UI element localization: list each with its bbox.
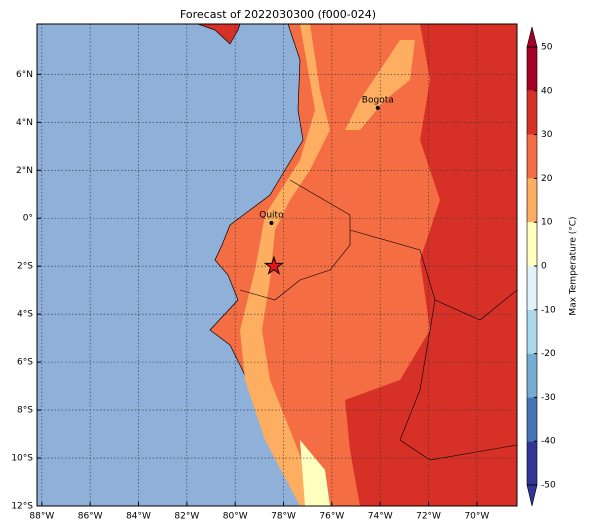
x-tick-label: 88°W (29, 512, 54, 522)
colorbar-bin (527, 134, 537, 179)
y-tick-label: 2°S (17, 262, 33, 272)
x-tick-label: 72°W (416, 512, 441, 522)
y-tick-label: 2°N (16, 166, 33, 176)
colorbar-tick-label: 0 (541, 262, 547, 272)
colorbar-bin (527, 90, 537, 135)
colorbar-bin (527, 353, 537, 398)
colorbar-extend (526, 484, 538, 507)
colorbar-extend (526, 26, 538, 48)
colorbar-bin (527, 266, 537, 310)
colorbar-bin (527, 309, 537, 354)
x-tick-label: 86°W (78, 512, 103, 522)
colorbar-bin (527, 47, 537, 91)
y-tick-label: 4°N (16, 118, 33, 128)
y-tick-label: 12°S (11, 502, 33, 512)
city-label: Quito (259, 211, 284, 221)
star-marker (263, 255, 284, 275)
colorbar-bin (527, 178, 537, 223)
colorbar-bin (527, 397, 537, 442)
x-tick-label: 74°W (368, 512, 393, 522)
y-tick-label: 10°S (11, 454, 33, 464)
x-tick-label: 78°W (271, 512, 296, 522)
y-tick-label: 6°N (16, 70, 33, 80)
colorbar-tick-label: -30 (541, 393, 556, 403)
colorbar-bin (527, 441, 537, 485)
colorbar-tick-label: 30 (541, 130, 553, 140)
y-tick-label: 0° (23, 214, 33, 224)
border (239, 179, 517, 461)
x-tick-label: 80°W (223, 512, 248, 522)
city-label: Bogota (362, 95, 394, 105)
colorbar-tick-label: -20 (541, 349, 556, 359)
colorbar-label: Max Temperature (°C) (569, 216, 579, 315)
land (197, 24, 241, 45)
andes-region (240, 24, 330, 506)
y-tick-label: 4°S (17, 310, 33, 320)
map-title: Forecast of 2022030300 (f000-024) (180, 8, 376, 21)
hot-region (345, 24, 517, 506)
y-tick-label: 6°S (17, 358, 33, 368)
colorbar-tick-label: 50 (541, 43, 553, 53)
map-area (37, 24, 517, 506)
x-tick-label: 76°W (319, 512, 344, 522)
y-tick-label: 8°S (17, 406, 33, 416)
colorbar-tick-label: -50 (541, 481, 556, 491)
colorbar-tick-label: 40 (541, 86, 553, 96)
city-marker (375, 105, 380, 110)
cool-region (300, 440, 330, 506)
colorbar-bin (527, 222, 537, 266)
colorbar-tick-label: -40 (541, 437, 556, 447)
colorbar-tick-label: 10 (541, 218, 553, 228)
x-tick-label: 82°W (174, 512, 199, 522)
city-marker (269, 221, 274, 226)
colorbar-tick-label: -10 (541, 305, 556, 315)
x-tick-label: 84°W (126, 512, 151, 522)
colorbar-tick-label: 20 (541, 174, 553, 184)
map-frame (36, 23, 518, 507)
x-tick-label: 70°W (464, 512, 489, 522)
